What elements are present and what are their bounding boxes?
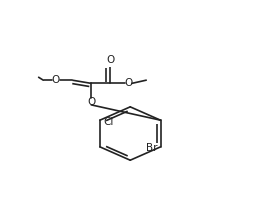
- Text: Br: Br: [146, 143, 158, 153]
- Text: O: O: [87, 96, 95, 107]
- Text: Cl: Cl: [103, 117, 113, 127]
- Text: O: O: [106, 55, 114, 65]
- Text: O: O: [52, 75, 60, 85]
- Text: O: O: [124, 78, 132, 88]
